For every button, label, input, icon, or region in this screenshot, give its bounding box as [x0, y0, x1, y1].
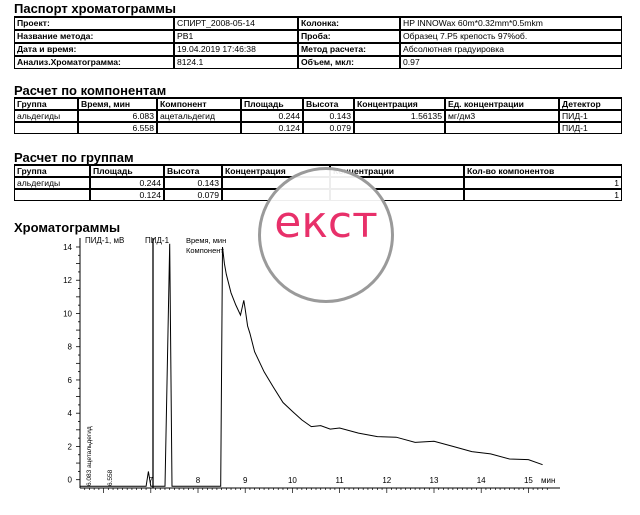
passport-title: Паспорт хроматограммы	[14, 1, 177, 16]
x-tick-label: 14	[477, 476, 486, 485]
groups-title: Расчет по группам	[14, 150, 134, 165]
table-row-cell: 0.143	[303, 110, 354, 122]
passport-project-label: Проект:	[14, 17, 174, 30]
table-row-cell: 0.124	[90, 189, 164, 201]
passport-method-label: Название метода:	[14, 30, 174, 43]
y-tick-label: 12	[63, 276, 72, 285]
passport-date-label: Дата и время:	[14, 43, 174, 56]
components-header-area: Площадь	[241, 98, 303, 110]
table-row-cell: 6.083	[78, 110, 157, 122]
watermark-badge: екст	[258, 167, 394, 303]
table-row-cell: 1	[464, 189, 622, 201]
passport-column-label: Колонка:	[298, 17, 400, 30]
x-tick-label: 12	[382, 476, 391, 485]
passport-calc-method-label: Метод расчета:	[298, 43, 400, 56]
table-row-cell	[354, 122, 445, 134]
table-row-cell: 0.079	[164, 189, 222, 201]
passport-date-value: 19.04.2019 17:46:38	[174, 43, 298, 56]
groups-header-height: Высота	[164, 165, 222, 177]
x-tick-label: 9	[243, 476, 248, 485]
y-tick-label: 0	[68, 476, 73, 485]
peak-label-6558: 6.558	[107, 469, 114, 486]
watermark-text: екст	[274, 197, 378, 248]
table-row-cell: 1.56135	[354, 110, 445, 122]
legend-component-label: Компонент	[186, 246, 224, 255]
y-axis-label: ПИД-1, мВ	[85, 236, 124, 245]
y-tick-label: 8	[68, 343, 73, 352]
passport-project-value: СПИРТ_2008-05-14	[174, 17, 298, 30]
passport-volume-label: Объем, мкл:	[298, 56, 400, 69]
table-row-cell: 0.244	[241, 110, 303, 122]
legend-time-label: Время, мин	[186, 236, 226, 245]
components-title-rule	[14, 97, 622, 98]
table-row-cell: альдегиды	[14, 177, 90, 189]
components-header-detector: Детектор	[559, 98, 622, 110]
groups-header-group: Группа	[14, 165, 90, 177]
table-row-cell: 0.244	[90, 177, 164, 189]
x-tick-label: 15	[524, 476, 533, 485]
groups-header-area: Площадь	[90, 165, 164, 177]
table-row-cell: 1	[464, 177, 622, 189]
x-tick-label: 13	[430, 476, 439, 485]
passport-calc-method-value: Абсолютная градуировка	[400, 43, 622, 56]
table-row-cell	[445, 122, 559, 134]
passport-volume-value: 0.97	[400, 56, 622, 69]
y-tick-label: 10	[63, 309, 72, 318]
table-row-cell: ПИД-1	[559, 110, 622, 122]
table-row-cell: мг/дм3	[445, 110, 559, 122]
x-tick-label: 7	[149, 476, 154, 485]
y-tick-label: 4	[68, 409, 73, 418]
components-header-group: Группа	[14, 98, 78, 110]
components-title: Расчет по компонентам	[14, 83, 167, 98]
table-row-cell: ацетальдегид	[157, 110, 241, 122]
table-row-cell: ПИД-1	[559, 122, 622, 134]
table-row-cell	[14, 122, 78, 134]
components-header-component: Компонент	[157, 98, 241, 110]
components-header-concentration: Концентрация	[354, 98, 445, 110]
table-row-cell: альдегиды	[14, 110, 78, 122]
x-tick-label: 10	[288, 476, 297, 485]
channel-label: ПИД-1	[145, 236, 170, 245]
passport-analysis-label: Анализ.Хроматограмма:	[14, 56, 174, 69]
table-row-cell: 0.124	[241, 122, 303, 134]
table-row-cell	[14, 189, 90, 201]
chromatogram-trace	[80, 243, 543, 487]
table-row-cell: 0.079	[303, 122, 354, 134]
components-header-time: Время, мин	[78, 98, 157, 110]
groups-title-rule	[14, 164, 622, 165]
passport-sample-label: Проба:	[298, 30, 400, 43]
y-tick-label: 14	[63, 243, 72, 252]
table-row-cell	[157, 122, 241, 134]
passport-title-rule	[14, 16, 622, 17]
x-unit-label: мин	[541, 476, 555, 485]
passport-method-value: PB1	[174, 30, 298, 43]
y-tick-label: 2	[68, 442, 73, 451]
table-row-cell: 0.143	[164, 177, 222, 189]
passport-sample-value: Образец 7.Р5 крепость 97%об.	[400, 30, 622, 43]
passport-column-value: HP INNOWax 60m*0.32mm*0.5mkm	[400, 17, 622, 30]
chromatograms-title: Хроматограммы	[14, 220, 121, 235]
groups-header-count: Кол-во компонентов	[464, 165, 622, 177]
components-header-unit: Ед. концентрации	[445, 98, 559, 110]
y-tick-label: 6	[68, 376, 73, 385]
x-tick-label: 8	[196, 476, 201, 485]
table-row-cell: 6.558	[78, 122, 157, 134]
peak-label-acetaldehyde: 6.083 ацетальдегид	[86, 426, 93, 486]
x-tick-label: 11	[335, 476, 344, 485]
components-header-height: Высота	[303, 98, 354, 110]
passport-analysis-value: 8124.1	[174, 56, 298, 69]
